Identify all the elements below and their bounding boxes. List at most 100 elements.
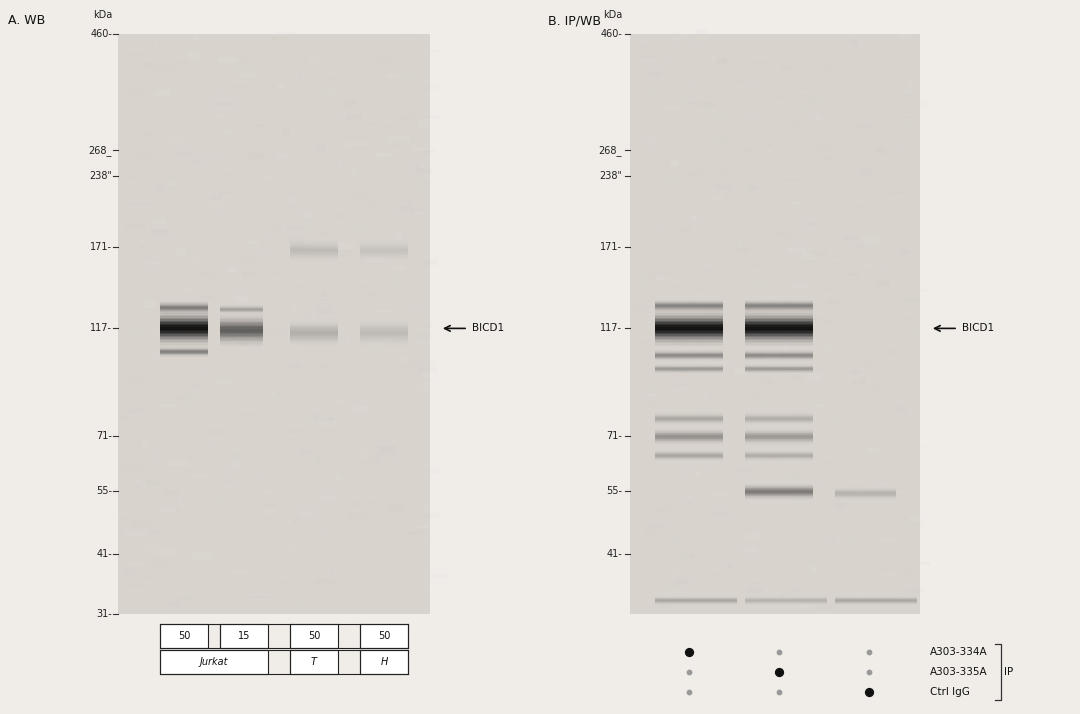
Bar xyxy=(696,411,713,416)
Bar xyxy=(159,109,180,111)
Bar xyxy=(874,281,889,283)
Bar xyxy=(907,174,912,176)
Bar xyxy=(160,345,208,346)
Bar xyxy=(291,255,338,256)
Bar xyxy=(897,149,901,151)
Bar xyxy=(335,568,340,570)
Bar xyxy=(659,222,661,227)
Bar xyxy=(291,323,338,324)
Bar xyxy=(395,408,400,411)
Bar xyxy=(120,416,130,421)
Bar xyxy=(389,375,402,378)
Bar xyxy=(917,561,930,565)
Bar xyxy=(423,513,440,518)
Bar xyxy=(706,470,715,471)
Bar xyxy=(178,560,187,565)
Bar xyxy=(160,338,208,339)
Bar xyxy=(745,311,813,312)
Bar xyxy=(360,342,408,343)
Bar xyxy=(160,547,175,555)
Bar xyxy=(285,343,299,347)
Bar xyxy=(314,413,319,420)
Bar xyxy=(654,318,723,319)
Bar xyxy=(429,116,441,118)
Bar xyxy=(388,337,409,340)
Bar xyxy=(769,560,786,565)
Bar xyxy=(837,287,843,293)
Bar xyxy=(141,64,152,69)
Bar xyxy=(811,375,814,377)
Bar xyxy=(865,358,876,365)
Bar xyxy=(227,218,240,221)
Bar xyxy=(285,268,299,270)
Bar xyxy=(819,484,825,486)
Bar xyxy=(654,313,723,315)
Bar xyxy=(220,334,264,336)
Bar xyxy=(815,243,826,246)
Bar xyxy=(725,296,730,300)
Bar xyxy=(218,58,239,63)
Bar xyxy=(663,261,666,266)
Bar xyxy=(397,337,414,339)
Bar xyxy=(392,278,405,282)
Bar xyxy=(908,588,924,593)
Bar xyxy=(212,178,224,181)
Bar xyxy=(388,312,399,313)
Point xyxy=(770,666,787,678)
Bar xyxy=(260,252,268,254)
Bar xyxy=(188,51,201,59)
Bar xyxy=(146,480,160,486)
Bar xyxy=(160,333,208,334)
Bar xyxy=(334,230,340,236)
Bar xyxy=(842,291,848,292)
Bar xyxy=(291,344,338,346)
Bar xyxy=(387,74,399,79)
Bar xyxy=(368,338,390,341)
Bar xyxy=(745,321,813,323)
Bar xyxy=(165,312,181,319)
Bar xyxy=(147,262,160,265)
Bar xyxy=(901,34,913,38)
Bar xyxy=(316,172,322,176)
Bar xyxy=(291,258,338,259)
Bar xyxy=(875,330,888,331)
Bar xyxy=(309,56,319,64)
Bar xyxy=(156,573,163,574)
Text: 15: 15 xyxy=(238,631,251,641)
Bar xyxy=(654,311,723,312)
Bar xyxy=(716,59,728,64)
Bar xyxy=(160,624,208,648)
Bar xyxy=(854,491,864,496)
Bar xyxy=(786,327,793,332)
Bar xyxy=(291,256,338,257)
Bar xyxy=(914,288,931,292)
Bar xyxy=(681,439,694,442)
Bar xyxy=(809,373,820,380)
Bar xyxy=(853,245,866,248)
Bar xyxy=(309,561,311,567)
Text: 460-: 460- xyxy=(600,29,622,39)
Bar xyxy=(321,418,335,423)
Bar xyxy=(144,301,154,308)
Bar xyxy=(845,62,860,67)
Bar xyxy=(147,331,163,335)
Bar xyxy=(751,187,757,191)
Bar xyxy=(798,91,806,93)
Bar xyxy=(212,443,215,449)
Bar xyxy=(157,214,167,216)
Bar xyxy=(746,82,757,83)
Bar xyxy=(848,536,859,538)
Bar xyxy=(177,248,186,255)
Bar xyxy=(766,383,777,386)
Bar xyxy=(660,603,674,608)
Bar xyxy=(713,346,719,351)
Bar xyxy=(899,591,915,594)
Bar xyxy=(654,339,723,341)
Bar xyxy=(193,37,199,41)
Bar xyxy=(350,101,357,103)
Text: A303-335A: A303-335A xyxy=(930,667,987,677)
Bar xyxy=(679,588,683,590)
Bar xyxy=(179,193,187,195)
Bar xyxy=(755,392,760,398)
Bar xyxy=(870,383,879,390)
